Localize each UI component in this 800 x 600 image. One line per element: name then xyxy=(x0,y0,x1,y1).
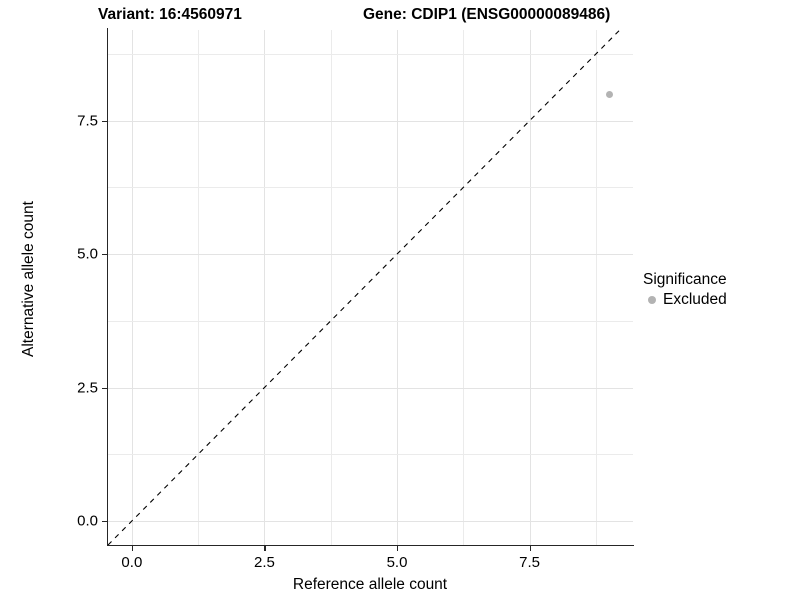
x-tick-mark xyxy=(397,546,399,551)
gridline-vertical xyxy=(198,30,200,545)
y-tick-label: 7.5 xyxy=(77,112,98,130)
identity-reference-line xyxy=(108,30,621,545)
gridline-vertical xyxy=(529,30,531,545)
data-point[interactable] xyxy=(605,90,613,98)
legend-title: Significance xyxy=(643,271,727,288)
gene-title: Gene: CDIP1 (ENSG00000089486) xyxy=(363,6,611,23)
y-tick-mark xyxy=(102,120,107,122)
y-axis-title: Alternative allele count xyxy=(20,201,37,357)
x-tick-mark xyxy=(131,546,134,551)
gridline-horizontal xyxy=(108,120,633,122)
plot-panel xyxy=(108,30,633,545)
x-tick-mark xyxy=(529,546,531,551)
gridline-horizontal xyxy=(108,387,633,389)
chart-title-row: Variant: 16:4560971 Gene: CDIP1 (ENSG000… xyxy=(0,6,800,28)
legend-label: Excluded xyxy=(663,291,727,308)
gridline-vertical xyxy=(595,30,597,545)
gridline-horizontal xyxy=(108,320,633,322)
x-tick-label: 2.5 xyxy=(254,554,275,571)
gridline-vertical xyxy=(397,30,398,545)
y-axis-line xyxy=(107,28,109,546)
y-tick-mark xyxy=(102,520,107,523)
gridline-horizontal xyxy=(108,54,633,55)
legend-entry[interactable]: Excluded xyxy=(643,291,798,309)
x-axis-title: Reference allele count xyxy=(292,576,448,593)
x-tick-label: 7.5 xyxy=(519,554,541,571)
variant-title: Variant: 16:4560971 xyxy=(98,6,242,23)
y-tick-label: 5.0 xyxy=(77,245,98,263)
legend: Significance Excluded xyxy=(643,270,798,309)
gridline-vertical xyxy=(264,30,266,545)
gridline-horizontal xyxy=(108,454,633,456)
y-tick-label: 0.0 xyxy=(77,512,98,530)
gridline-vertical xyxy=(131,30,133,545)
y-tick-label: 2.5 xyxy=(77,379,98,397)
x-tick-label: 5.0 xyxy=(386,554,408,571)
x-axis-line xyxy=(107,545,634,547)
y-tick-mark xyxy=(102,387,107,389)
gridline-horizontal xyxy=(108,520,633,522)
gridline-horizontal xyxy=(108,187,633,189)
y-tick-mark xyxy=(102,254,107,256)
legend-key xyxy=(643,291,661,309)
x-tick-label: 0.0 xyxy=(121,554,143,571)
circle-marker-icon xyxy=(648,296,656,304)
gridline-vertical xyxy=(463,30,465,545)
gridline-vertical xyxy=(330,30,332,545)
x-tick-mark xyxy=(264,546,266,551)
legend-entries: Excluded xyxy=(643,291,798,309)
gridline-horizontal xyxy=(108,254,633,256)
